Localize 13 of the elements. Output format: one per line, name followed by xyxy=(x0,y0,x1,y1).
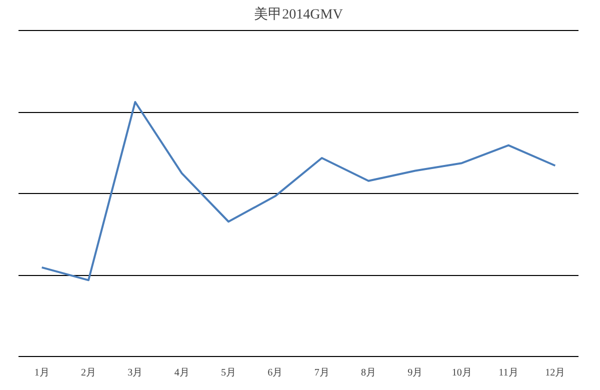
x-tick-label: 8月 xyxy=(361,368,376,378)
x-tick-label: 1月 xyxy=(34,368,50,378)
x-tick-label: 11月 xyxy=(498,368,518,378)
x-tick-label: 5月 xyxy=(221,368,236,378)
x-tick-label: 2月 xyxy=(81,368,96,378)
x-tick-label: 12月 xyxy=(545,368,566,378)
x-tick-label: 10月 xyxy=(452,368,472,378)
x-tick-label: 6月 xyxy=(268,368,283,378)
x-tick-label: 9月 xyxy=(408,368,423,378)
chart-title: 美甲2014GMV xyxy=(254,6,343,22)
x-tick-label: 7月 xyxy=(314,368,330,378)
x-tick-label: 3月 xyxy=(128,368,143,378)
x-tick-label: 4月 xyxy=(174,368,190,378)
